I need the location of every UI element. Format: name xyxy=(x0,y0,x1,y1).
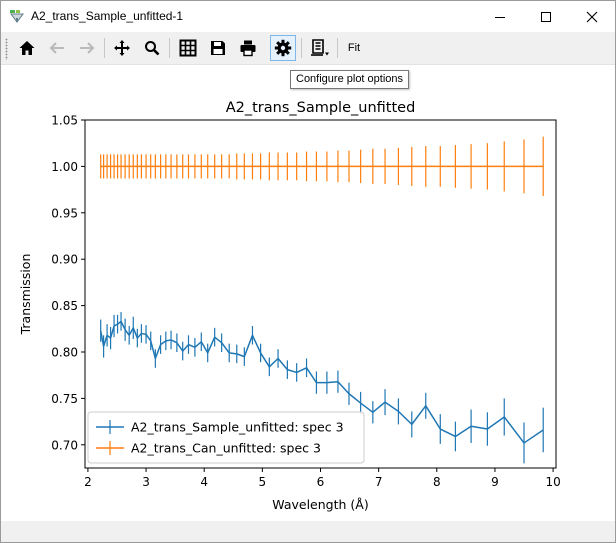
y-tick-label: 0.75 xyxy=(51,392,78,406)
close-button[interactable] xyxy=(569,1,615,32)
plot-options-icon xyxy=(311,39,329,56)
x-tick-label: 8 xyxy=(433,475,441,489)
plot-figure[interactable]: A2_trans_Sample_unfitted 2 3 4 5 6 7 8 9 10 0.70 0.… xyxy=(1,65,615,521)
fit-button[interactable]: Fit xyxy=(341,35,367,61)
home-button[interactable] xyxy=(14,35,40,61)
minimize-button[interactable] xyxy=(477,1,523,32)
plot-frame xyxy=(84,119,557,469)
chart-title: A2_trans_Sample_unfitted xyxy=(226,100,416,116)
toolbar-separator xyxy=(169,38,170,58)
x-tick-label: 10 xyxy=(545,475,560,489)
plot-toolbar: Fit xyxy=(1,32,615,65)
grid-icon xyxy=(179,39,197,57)
window-title: A2_trans_Sample_unfitted-1 xyxy=(31,9,184,23)
y-tick-label: 0.85 xyxy=(51,299,78,313)
x-tick-label: 5 xyxy=(259,475,267,489)
x-axis-label: Wavelength (Å) xyxy=(272,497,368,512)
configure-plot-button[interactable] xyxy=(270,35,296,61)
zoom-icon xyxy=(145,41,160,56)
grid-button[interactable] xyxy=(175,35,201,61)
x-tick-label: 7 xyxy=(375,475,383,489)
y-tick-label: 0.70 xyxy=(51,438,78,452)
maximize-button[interactable] xyxy=(523,1,569,32)
home-icon xyxy=(19,41,35,55)
gear-icon xyxy=(274,39,292,57)
legend-label: A2_trans_Can_unfitted: spec 3 xyxy=(131,441,321,456)
series-line xyxy=(99,320,544,444)
back-arrow-icon xyxy=(49,42,64,54)
toolbar-separator xyxy=(301,38,302,58)
title-bar[interactable]: A2_trans_Sample_unfitted-1 xyxy=(1,1,615,32)
series-can xyxy=(100,136,544,197)
x-tick-label: 6 xyxy=(317,475,325,489)
x-tick-label: 4 xyxy=(200,475,208,489)
forward-arrow-icon xyxy=(80,42,95,54)
legend-box xyxy=(87,411,365,464)
maximize-icon xyxy=(541,11,551,22)
pan-icon xyxy=(114,40,130,56)
save-button[interactable] xyxy=(205,35,231,61)
fit-button-label: Fit xyxy=(347,42,361,54)
close-icon xyxy=(586,11,598,22)
toolbar-separator xyxy=(104,38,105,58)
toolbar-grip[interactable] xyxy=(5,38,8,60)
status-bar xyxy=(1,521,615,542)
configure-plot-tooltip: Configure plot options xyxy=(290,70,410,89)
toolbar-separator xyxy=(337,38,338,58)
legend-label: A2_trans_Sample_unfitted: spec 3 xyxy=(131,420,344,435)
plot-options-menu-button[interactable] xyxy=(307,35,333,61)
save-icon xyxy=(211,41,225,55)
y-axis-label: Transmission xyxy=(18,254,33,336)
y-tick-label: 0.80 xyxy=(51,346,78,360)
print-icon xyxy=(240,40,256,57)
y-tick-label: 0.90 xyxy=(51,253,78,267)
app-icon xyxy=(10,10,24,23)
plot-canvas[interactable]: A2_trans_Sample_unfitted 2 3 4 5 6 7 8 9 10 0.70 0.… xyxy=(1,65,615,521)
pan-button[interactable] xyxy=(109,35,135,61)
y-tick-label: 0.95 xyxy=(51,206,78,220)
y-tick-label: 1.05 xyxy=(51,114,78,128)
x-tick-label: 3 xyxy=(142,475,150,489)
y-tick-label: 1.00 xyxy=(51,160,78,174)
back-button[interactable] xyxy=(44,35,70,61)
forward-button[interactable] xyxy=(74,35,100,61)
print-button[interactable] xyxy=(235,35,261,61)
x-tick-label: 9 xyxy=(491,475,499,489)
zoom-button[interactable] xyxy=(139,35,165,61)
series-sample xyxy=(99,312,544,464)
minimize-icon xyxy=(495,16,505,18)
x-tick-label: 2 xyxy=(84,475,92,489)
